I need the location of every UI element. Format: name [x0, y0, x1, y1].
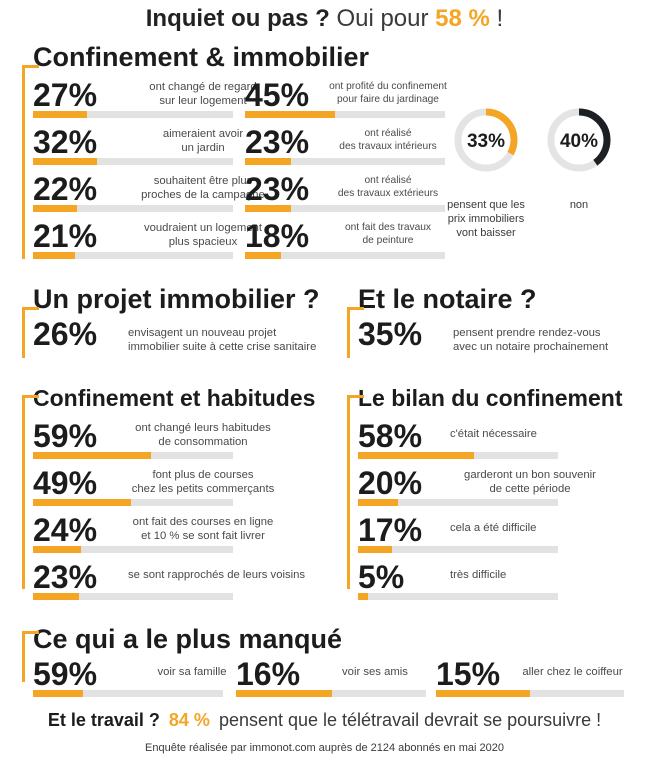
svg-text:33%: 33% — [467, 131, 505, 152]
svg-text:40%: 40% — [560, 131, 598, 152]
